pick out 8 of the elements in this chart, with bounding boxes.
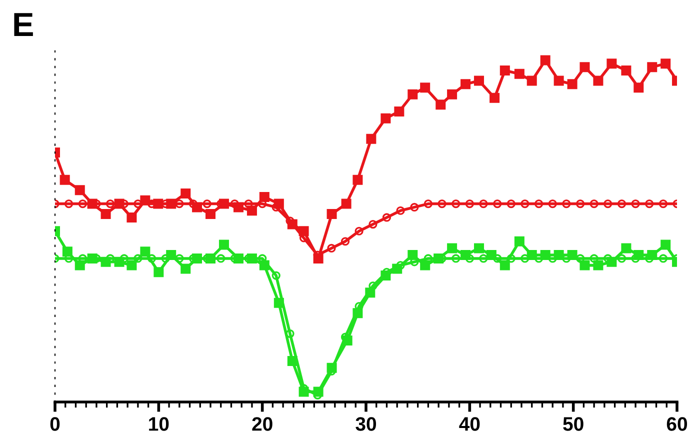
x-tick-label: 60 (666, 417, 688, 431)
x-tick-label: 0 (50, 417, 60, 431)
chart-title: E (14, 13, 33, 36)
x-tick-label: 40 (459, 417, 480, 431)
x-tick-label: 50 (563, 417, 584, 431)
x-tick-label: 20 (252, 417, 272, 431)
x-tick-label: 30 (356, 417, 376, 431)
x-tick-label: 10 (149, 417, 169, 431)
